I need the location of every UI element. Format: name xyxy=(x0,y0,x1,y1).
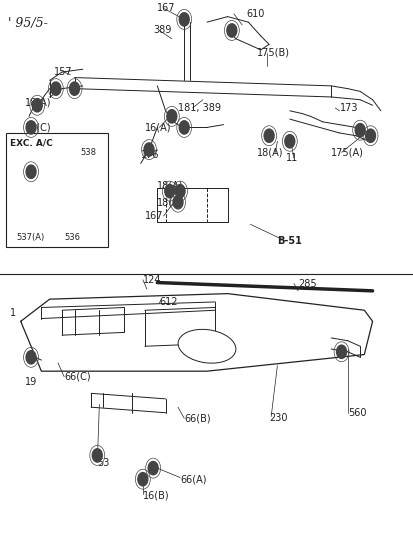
Text: 389: 389 xyxy=(153,25,171,35)
Circle shape xyxy=(354,124,364,137)
Text: 610: 610 xyxy=(246,9,264,19)
Text: 560: 560 xyxy=(347,408,366,418)
Text: 16(B): 16(B) xyxy=(142,491,169,501)
Text: 11: 11 xyxy=(285,153,297,163)
Circle shape xyxy=(26,121,36,134)
Text: 1: 1 xyxy=(10,308,17,318)
Text: 173: 173 xyxy=(339,103,357,113)
Circle shape xyxy=(26,165,36,178)
Text: 175(B): 175(B) xyxy=(256,48,289,58)
Circle shape xyxy=(263,129,273,142)
Circle shape xyxy=(226,24,236,37)
Text: 18(A): 18(A) xyxy=(157,181,183,191)
Ellipse shape xyxy=(178,329,235,363)
FancyBboxPatch shape xyxy=(6,133,107,247)
Text: 176: 176 xyxy=(140,150,159,160)
Text: 181, 389: 181, 389 xyxy=(178,103,221,113)
Text: 53: 53 xyxy=(97,458,109,468)
Circle shape xyxy=(336,345,346,358)
Text: 175(A): 175(A) xyxy=(330,147,363,157)
Circle shape xyxy=(144,143,154,156)
Text: 18(A): 18(A) xyxy=(256,147,282,157)
Text: 19: 19 xyxy=(25,377,37,387)
Text: 124: 124 xyxy=(142,275,161,285)
Circle shape xyxy=(175,184,185,198)
Text: 66(A): 66(A) xyxy=(180,474,206,484)
Text: 538: 538 xyxy=(81,148,97,157)
Circle shape xyxy=(32,99,42,112)
Circle shape xyxy=(51,82,61,95)
Text: 66(C): 66(C) xyxy=(64,372,90,382)
Text: 16(A): 16(A) xyxy=(145,122,171,132)
Circle shape xyxy=(365,129,375,142)
Circle shape xyxy=(148,461,158,475)
Text: 18(A): 18(A) xyxy=(157,197,183,207)
Text: 285: 285 xyxy=(297,279,316,289)
Text: 230: 230 xyxy=(268,413,287,423)
Text: 167: 167 xyxy=(145,211,163,221)
Circle shape xyxy=(179,13,189,26)
Circle shape xyxy=(92,449,102,462)
Text: 157: 157 xyxy=(54,67,72,77)
Text: ' 95/5-: ' 95/5- xyxy=(8,17,48,29)
Circle shape xyxy=(26,351,36,364)
Circle shape xyxy=(164,184,174,198)
Text: B-51: B-51 xyxy=(277,236,301,246)
Circle shape xyxy=(284,135,294,148)
Text: 167: 167 xyxy=(157,3,176,13)
Text: 537(A): 537(A) xyxy=(17,233,45,242)
Circle shape xyxy=(69,82,79,95)
Text: 612: 612 xyxy=(159,297,178,307)
Circle shape xyxy=(138,473,147,486)
Circle shape xyxy=(166,110,176,123)
Text: 18(C): 18(C) xyxy=(25,122,51,132)
Text: 536: 536 xyxy=(64,233,80,242)
Circle shape xyxy=(179,121,189,134)
Text: 66(B): 66(B) xyxy=(184,413,210,423)
Text: 18(A): 18(A) xyxy=(25,98,51,107)
Text: EXC. A/C: EXC. A/C xyxy=(10,138,53,147)
Circle shape xyxy=(173,196,183,209)
